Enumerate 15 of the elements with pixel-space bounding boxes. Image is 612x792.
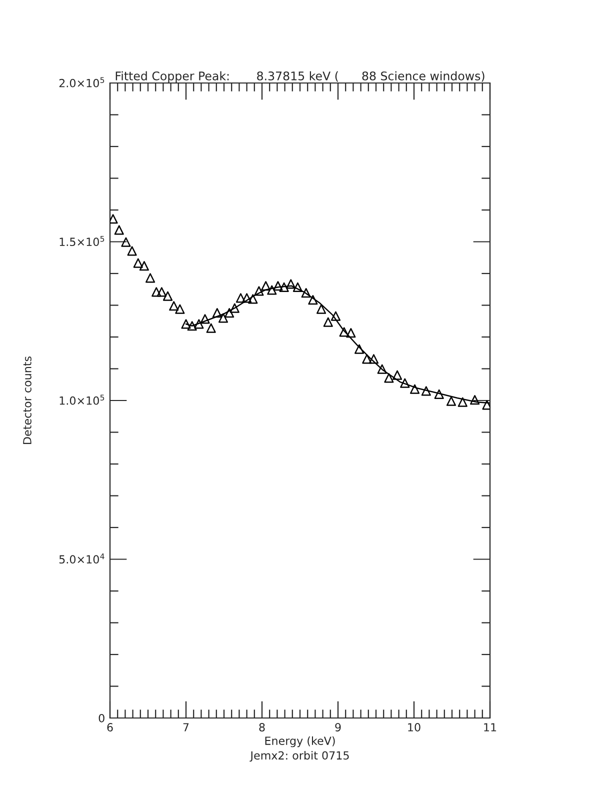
x-tick-label: 10 (408, 723, 420, 732)
y-tick-label: 0 (98, 714, 104, 722)
text: Jemx2: orbit 0715 (250, 751, 349, 762)
x-tick-label: 6 (107, 723, 113, 732)
chart-title: Fitted Copper Peak: 8.37815 keV ( 88 Science windows) (116, 71, 484, 83)
y-tick-label: 1.0×10$^{5}$ (60, 394, 104, 405)
y-tick-label: 1.5×10$^{5}$ (60, 236, 104, 246)
x-tick-label: 9 (335, 723, 341, 732)
y-axis-title: Detector counts (23, 356, 32, 444)
x-axis-title: Energy (keV) (265, 736, 335, 748)
x-tick-label: 8 (259, 723, 265, 732)
y-tick-label: 5.0×10$^{4}$ (59, 553, 104, 564)
y-tick-label: 2.0×10$^{5}$ (59, 77, 104, 88)
x-tick-label: 7 (183, 723, 189, 732)
x-tick-label: 11 (484, 723, 496, 732)
